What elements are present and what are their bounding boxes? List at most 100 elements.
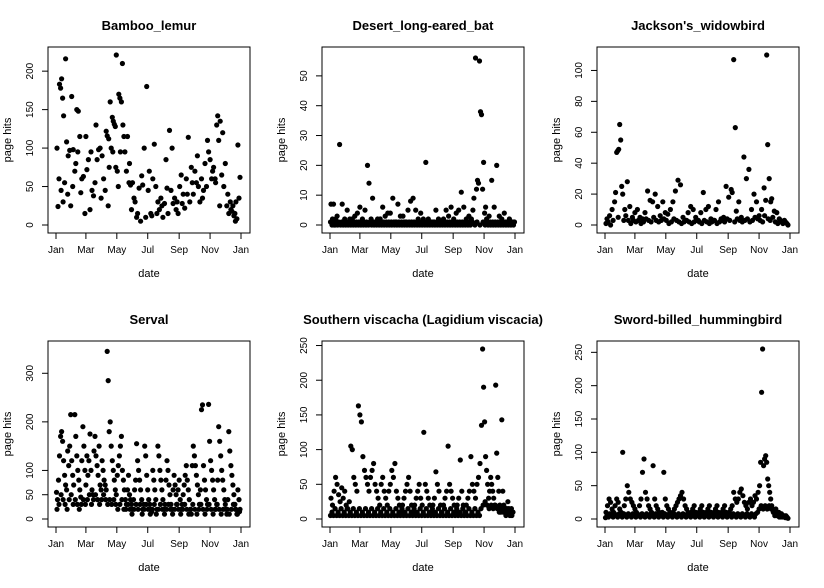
data-point — [483, 204, 489, 210]
data-point — [331, 488, 337, 494]
data-point — [769, 196, 775, 202]
data-point — [94, 463, 100, 469]
x-tick-label: Jan — [782, 245, 798, 256]
x-tick-label: Nov — [201, 539, 219, 550]
x-tick-label: Jul — [690, 245, 703, 256]
data-point — [56, 81, 63, 87]
data-point — [214, 122, 220, 128]
y-tick-label: 50 — [25, 489, 36, 501]
data-point — [612, 199, 618, 205]
data-point — [489, 177, 495, 183]
data-point — [755, 489, 761, 495]
panel-southern-viscacha: Southern viscacha (Lagidium viscacia) da… — [276, 312, 543, 574]
data-point — [146, 168, 152, 174]
x-axis-label: date — [687, 268, 708, 280]
data-point — [404, 481, 410, 487]
data-point — [106, 429, 112, 435]
data-point — [113, 52, 119, 58]
data-point — [137, 501, 143, 507]
data-point — [457, 457, 463, 463]
data-point — [124, 133, 131, 140]
data-point — [188, 506, 194, 512]
data-point — [366, 488, 372, 494]
data-point — [337, 141, 343, 148]
data-point — [231, 492, 237, 498]
data-point — [106, 136, 112, 142]
data-point — [416, 481, 422, 487]
data-point — [184, 506, 190, 512]
data-point — [617, 121, 623, 128]
data-point — [125, 501, 131, 507]
data-point — [111, 497, 117, 503]
x-tick-label: Sep — [719, 539, 737, 550]
data-point — [610, 217, 616, 223]
data-point — [510, 222, 517, 228]
data-point — [133, 501, 139, 507]
data-point — [763, 197, 769, 203]
data-point — [482, 210, 488, 216]
data-point — [177, 497, 183, 503]
data-point — [729, 189, 735, 196]
data-point — [367, 474, 374, 480]
data-point — [615, 499, 621, 505]
data-point — [180, 492, 186, 498]
y-tick-label: 20 — [299, 159, 310, 171]
data-point — [662, 496, 668, 502]
data-point — [768, 496, 774, 502]
panel-bamboo-lemur: Bamboo_lemur date page hits Jan Mar May Jul… — [2, 18, 251, 280]
data-point — [156, 453, 162, 459]
data-point — [58, 187, 64, 193]
data-point — [328, 495, 334, 501]
data-point — [197, 487, 203, 493]
panel-desert-long-eared-bat: Desert_long-eared_bat date page hits Jan… — [276, 18, 525, 280]
data-point — [128, 207, 135, 213]
data-point — [122, 149, 128, 155]
data-point — [186, 497, 192, 503]
data-point — [61, 458, 67, 464]
data-point — [469, 481, 475, 487]
data-point — [333, 474, 339, 480]
data-point — [670, 199, 676, 205]
data-point — [351, 474, 357, 480]
data-point — [72, 168, 78, 174]
data-point — [627, 203, 633, 210]
data-point — [104, 348, 110, 354]
data-point — [99, 497, 105, 503]
data-point — [112, 123, 118, 130]
data-point — [66, 497, 72, 503]
data-point — [226, 210, 232, 217]
data-point — [78, 190, 84, 196]
data-point — [155, 506, 161, 512]
x-tick-label: Mar — [77, 539, 95, 550]
data-point — [153, 497, 159, 503]
data-point — [92, 180, 98, 186]
data-point — [199, 195, 206, 201]
data-point — [460, 506, 466, 512]
data-point — [170, 200, 176, 207]
data-point — [126, 492, 133, 498]
data-point — [383, 495, 389, 501]
data-point — [731, 57, 737, 63]
data-point — [381, 506, 387, 512]
data-point — [371, 460, 377, 467]
data-point — [119, 467, 125, 473]
data-point — [477, 460, 483, 467]
data-point — [174, 501, 180, 507]
data-point — [110, 467, 116, 473]
data-point — [355, 403, 361, 409]
data-point — [194, 482, 200, 488]
y-tick-label: 200 — [299, 371, 310, 388]
data-point — [642, 489, 649, 495]
data-point — [178, 172, 184, 178]
data-point — [229, 472, 235, 478]
data-point — [211, 164, 217, 170]
data-point — [620, 449, 626, 455]
data-point — [119, 497, 125, 503]
data-point — [175, 487, 181, 493]
data-point — [164, 458, 170, 464]
data-point — [194, 511, 200, 517]
data-point — [634, 206, 641, 213]
x-tick-label: Jan — [597, 245, 613, 256]
data-point — [212, 497, 218, 503]
data-point — [496, 488, 502, 494]
